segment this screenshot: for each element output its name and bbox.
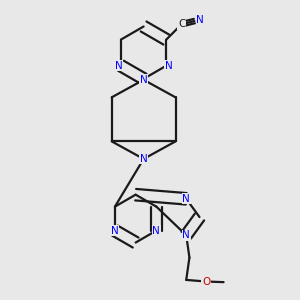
Text: O: O [202, 277, 210, 286]
Text: N: N [140, 75, 148, 85]
Text: N: N [111, 226, 119, 236]
Text: N: N [152, 226, 160, 236]
Text: N: N [165, 61, 173, 71]
Text: N: N [196, 15, 204, 26]
Text: N: N [182, 194, 190, 204]
Text: N: N [115, 61, 122, 71]
Text: N: N [182, 230, 190, 240]
Text: N: N [140, 154, 148, 164]
Text: C: C [178, 19, 185, 29]
